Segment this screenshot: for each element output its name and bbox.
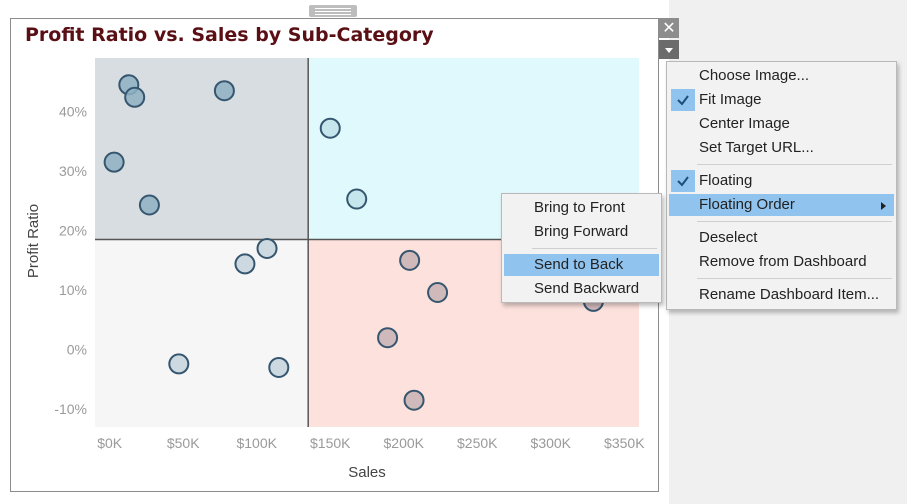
menu-item-center-image[interactable]: Center Image xyxy=(699,115,790,132)
data-point[interactable] xyxy=(124,86,146,108)
x-axis-ticks: $0K $50K $100K $150K $200K $250K $300K $350K xyxy=(97,435,645,451)
data-point[interactable] xyxy=(138,194,160,216)
x-tick-label: $50K xyxy=(167,435,200,451)
chart-title: Profit Ratio vs. Sales by Sub-Category xyxy=(25,24,434,46)
menu-separator xyxy=(532,248,657,249)
menu-item-set-target-url[interactable]: Set Target URL... xyxy=(699,139,814,156)
checkmark-icon xyxy=(671,89,695,111)
x-tick-label: $300K xyxy=(531,435,572,451)
x-tick-label: $0K xyxy=(97,435,123,451)
x-tick-label: $250K xyxy=(457,435,498,451)
menu-item-fit-image[interactable]: Fit Image xyxy=(669,89,894,111)
menu-item-floating[interactable]: Floating xyxy=(669,170,894,192)
y-tick-label: 10% xyxy=(59,282,87,298)
floating-order-submenu: Bring to Front Bring Forward Send to Bac… xyxy=(501,193,662,303)
chevron-down-icon[interactable] xyxy=(659,40,679,59)
submenu-arrow-icon xyxy=(881,202,886,210)
y-tick-label: 0% xyxy=(67,342,87,358)
submenu-item-bring-forward[interactable]: Bring Forward xyxy=(534,223,629,240)
x-tick-label: $200K xyxy=(384,435,425,451)
drag-handle[interactable] xyxy=(309,5,357,17)
data-point[interactable] xyxy=(103,151,125,173)
data-point[interactable] xyxy=(377,327,399,349)
menu-separator xyxy=(697,221,892,222)
data-point[interactable] xyxy=(319,117,341,139)
submenu-item-send-to-back[interactable]: Send to Back xyxy=(504,254,659,276)
y-axis-label: Profit Ratio xyxy=(25,204,42,278)
menu-separator xyxy=(697,278,892,279)
data-point[interactable] xyxy=(268,356,290,378)
y-axis-ticks: 40% 30% 20% 10% 0% -10% xyxy=(54,104,87,418)
y-tick-label: -10% xyxy=(54,401,87,417)
data-point[interactable] xyxy=(427,281,449,303)
quadrant-bottom-left xyxy=(95,239,309,427)
x-tick-label: $350K xyxy=(604,435,645,451)
menu-item-remove-from-dashboard[interactable]: Remove from Dashboard xyxy=(699,253,867,270)
data-point[interactable] xyxy=(403,389,425,411)
close-icon[interactable]: ✕ xyxy=(659,18,679,38)
checkmark-icon xyxy=(671,170,695,192)
menu-item-rename-dashboard-item[interactable]: Rename Dashboard Item... xyxy=(699,286,880,303)
data-point[interactable] xyxy=(168,353,190,375)
menu-separator xyxy=(697,164,892,165)
y-tick-label: 30% xyxy=(59,163,87,179)
data-point[interactable] xyxy=(234,253,256,275)
x-tick-label: $150K xyxy=(310,435,351,451)
data-point[interactable] xyxy=(213,80,235,102)
data-point[interactable] xyxy=(399,249,421,271)
submenu-item-bring-to-front[interactable]: Bring to Front xyxy=(534,199,625,216)
data-point[interactable] xyxy=(346,188,368,210)
menu-item-floating-order[interactable]: Floating Order xyxy=(669,194,894,216)
context-menu: Choose Image... Fit Image Center Image S… xyxy=(666,61,897,310)
y-tick-label: 40% xyxy=(59,104,87,120)
x-axis-label: Sales xyxy=(348,464,386,481)
data-points xyxy=(103,74,604,411)
y-tick-label: 20% xyxy=(59,223,87,239)
menu-item-choose-image[interactable]: Choose Image... xyxy=(699,67,810,84)
data-point[interactable] xyxy=(256,237,278,259)
submenu-item-send-backward[interactable]: Send Backward xyxy=(534,280,640,297)
menu-item-deselect[interactable]: Deselect xyxy=(699,229,758,246)
x-tick-label: $100K xyxy=(236,435,277,451)
